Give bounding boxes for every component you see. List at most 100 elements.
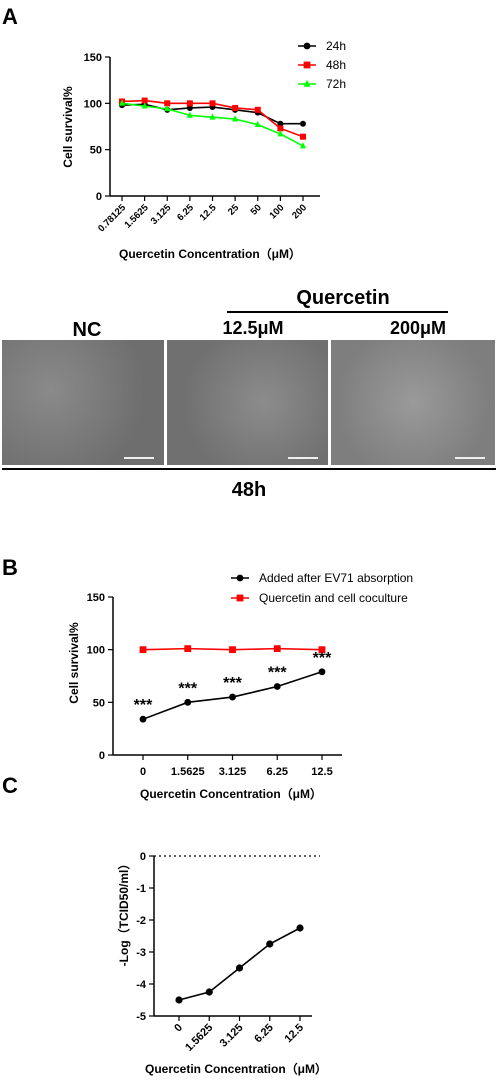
scale-bar [124, 457, 154, 459]
chartC-ytick-label: -3 [136, 947, 146, 959]
chartC-ytick-label: -5 [136, 1011, 146, 1023]
chartA-series-1-point [254, 106, 261, 113]
chartA-series-2-point [232, 115, 239, 122]
chartA-series-2-point [164, 105, 171, 112]
scale-bar [288, 457, 318, 459]
chart-b: Cell survival% Quercetin Concentration（μ… [67, 571, 413, 801]
chartC-series-0-point [266, 940, 274, 948]
chart-b-xlabel: Quercetin Concentration（μM） [140, 786, 322, 801]
chartA-series-1-point [164, 100, 171, 107]
chart-c-xlabel: Quercetin Concentration（μM） [145, 1061, 327, 1076]
chartB-ytick-label: 150 [87, 592, 105, 604]
nc-label: NC [73, 319, 102, 341]
chartA-series-2-point [141, 102, 148, 109]
quercetin-header: Quercetin [296, 287, 389, 309]
chartC-series-line-0 [178, 927, 301, 1001]
chart-c: -Log（TCID50/ml） Quercetin Concentration（… [116, 851, 327, 1076]
panel-label-c: C [2, 773, 18, 798]
time-label: 48h [232, 479, 266, 501]
chartA-series-2-point [209, 113, 216, 120]
chartC-ytick-label: -4 [136, 979, 147, 991]
chartA-xtick-label: 25 [226, 202, 242, 218]
chartA-series-2-point [186, 111, 193, 118]
chartB-ytick-label: 50 [93, 697, 105, 709]
chart-c-ylabel: -Log（TCID50/ml） [116, 858, 131, 967]
chartB-series-0-point [318, 668, 326, 676]
chartB-series-0-point [229, 693, 236, 701]
chartC-xtick-label: 3.125 [218, 1022, 246, 1050]
label-200um: 200μM [390, 318, 446, 338]
micrograph-nc [2, 340, 164, 465]
panel-label-b: B [2, 555, 18, 580]
chartB-legend-marker [236, 574, 244, 582]
chartC-xtick-label: 1.5625 [183, 1022, 215, 1054]
chartA-series-1-point [141, 97, 148, 104]
chartA-ytick-label: 100 [84, 98, 102, 110]
chartA-xtick-label: 6.25 [175, 202, 196, 223]
chartC-series-0-point [205, 988, 213, 996]
chartC-xtick-label: 12.5 [282, 1022, 306, 1046]
chart-b-ylabel: Cell survival% [67, 622, 81, 704]
chartB-significance-label: *** [178, 680, 197, 697]
chartA-legend-label: 48h [326, 58, 346, 72]
scale-bar [455, 457, 485, 459]
chartA-legend-label: 24h [326, 39, 346, 53]
chartA-xtick-label: 50 [249, 202, 264, 217]
chartB-xtick-label: 3.125 [219, 766, 247, 778]
chartB-series-1-point [318, 646, 326, 654]
chartA-series-2-point [300, 142, 306, 149]
chartC-series-0-point [296, 924, 304, 932]
chartA-ytick-label: 0 [96, 191, 102, 203]
chartA-series-1-point [209, 100, 216, 107]
chartA-xtick-label: 1.5625 [122, 202, 151, 231]
chartB-significance-label: *** [134, 697, 153, 714]
chartB-series-0-point [273, 683, 281, 690]
chartA-series-2-point [119, 99, 125, 106]
chartB-series-1-point [184, 645, 192, 653]
chartB-significance-label: *** [223, 675, 242, 692]
chartB-legend-label: Added after EV71 absorption [259, 571, 413, 585]
chartB-series-1-point [139, 646, 147, 654]
chartA-series-2-point [254, 120, 261, 128]
chartC-series-0-point [235, 964, 244, 972]
chartC-ytick-label: -1 [136, 883, 146, 895]
chartA-legend-marker [303, 79, 311, 87]
chartB-series-0-point [139, 715, 147, 723]
chart-a: Cell survival% Quercetin Concentration（μ… [61, 39, 346, 261]
chartA-xtick-label: 3.125 [149, 202, 174, 227]
chartB-xtick-label: 6.25 [267, 766, 288, 778]
chartC-series-0-point [175, 996, 183, 1004]
chartB-ytick-label: 100 [87, 645, 105, 657]
chartA-series-1-point [300, 133, 306, 140]
chartB-significance-label: *** [313, 650, 332, 667]
chartB-series-0-point [184, 698, 192, 706]
chartB-series-1-point [273, 645, 281, 653]
chartC-ytick-label: 0 [140, 851, 146, 863]
chartC-ytick-label: -2 [136, 915, 146, 927]
chartA-xtick-label: 0.78125 [96, 202, 129, 235]
chartA-series-0-point [186, 104, 193, 111]
chart-a-xlabel: Quercetin Concentration（μM） [119, 246, 301, 261]
chartA-series-2-point [277, 130, 284, 137]
chartA-xtick-label: 200 [290, 202, 309, 221]
micrograph-200 [331, 340, 495, 465]
chartB-legend-label: Quercetin and cell coculture [259, 591, 408, 605]
chartB-significance-label: *** [268, 665, 287, 682]
chartA-series-0-point [277, 120, 284, 127]
chartA-ytick-label: 50 [90, 145, 102, 157]
chartC-xtick-label: 0 [172, 1022, 185, 1035]
chartA-series-0-point [300, 120, 306, 127]
chartA-ytick-label: 150 [84, 52, 102, 64]
chartB-xtick-label: 1.5625 [171, 766, 205, 778]
chartB-legend-marker [236, 594, 244, 602]
chart-a-ylabel: Cell survival% [61, 86, 75, 168]
chartA-series-1-point [186, 100, 193, 107]
chartA-xtick-label: 100 [268, 202, 287, 221]
chartC-xtick-label: 6.25 [252, 1022, 276, 1046]
label-12.5um: 12.5μM [222, 318, 283, 338]
chartB-ytick-label: 0 [99, 750, 105, 762]
chartA-legend-label: 72h [326, 77, 346, 91]
chartA-series-1-point [277, 125, 284, 132]
chartA-xtick-label: 12.5 [198, 202, 219, 223]
